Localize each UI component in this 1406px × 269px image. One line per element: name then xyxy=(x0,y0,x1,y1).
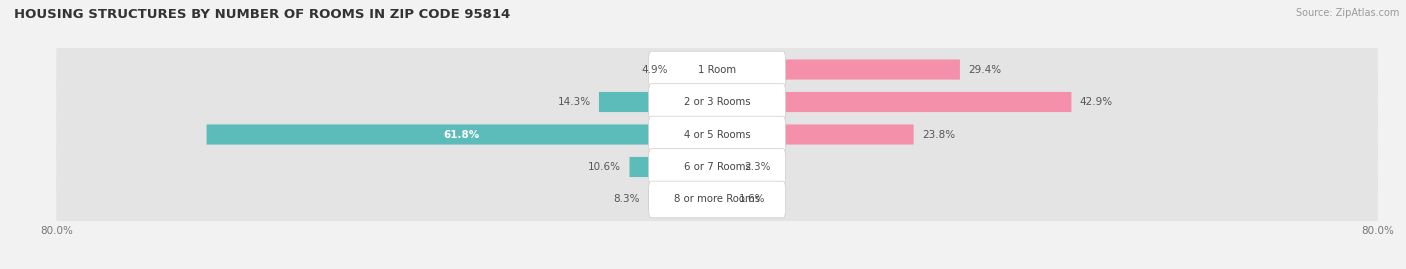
Text: 4.9%: 4.9% xyxy=(641,65,668,75)
Text: 61.8%: 61.8% xyxy=(444,129,479,140)
FancyBboxPatch shape xyxy=(648,149,786,185)
FancyBboxPatch shape xyxy=(56,104,1378,165)
FancyBboxPatch shape xyxy=(648,116,786,153)
Text: 23.8%: 23.8% xyxy=(922,129,955,140)
FancyBboxPatch shape xyxy=(717,92,1071,112)
Text: 29.4%: 29.4% xyxy=(969,65,1001,75)
FancyBboxPatch shape xyxy=(648,51,786,88)
Text: 8.3%: 8.3% xyxy=(614,194,640,204)
FancyBboxPatch shape xyxy=(717,125,914,144)
Text: 14.3%: 14.3% xyxy=(558,97,591,107)
Text: 1.6%: 1.6% xyxy=(738,194,765,204)
FancyBboxPatch shape xyxy=(648,181,786,218)
FancyBboxPatch shape xyxy=(630,157,717,177)
Text: 6 or 7 Rooms: 6 or 7 Rooms xyxy=(683,162,751,172)
Text: 2.3%: 2.3% xyxy=(744,162,770,172)
Text: 8 or more Rooms: 8 or more Rooms xyxy=(673,194,761,204)
FancyBboxPatch shape xyxy=(676,59,717,80)
FancyBboxPatch shape xyxy=(717,59,960,80)
FancyBboxPatch shape xyxy=(648,84,786,120)
Text: 10.6%: 10.6% xyxy=(588,162,621,172)
FancyBboxPatch shape xyxy=(207,125,717,144)
FancyBboxPatch shape xyxy=(648,189,717,210)
FancyBboxPatch shape xyxy=(56,137,1378,197)
FancyBboxPatch shape xyxy=(717,157,737,177)
FancyBboxPatch shape xyxy=(56,40,1378,100)
FancyBboxPatch shape xyxy=(717,189,730,210)
Text: 4 or 5 Rooms: 4 or 5 Rooms xyxy=(683,129,751,140)
Text: 2 or 3 Rooms: 2 or 3 Rooms xyxy=(683,97,751,107)
Text: HOUSING STRUCTURES BY NUMBER OF ROOMS IN ZIP CODE 95814: HOUSING STRUCTURES BY NUMBER OF ROOMS IN… xyxy=(14,8,510,21)
Text: Source: ZipAtlas.com: Source: ZipAtlas.com xyxy=(1295,8,1399,18)
FancyBboxPatch shape xyxy=(599,92,717,112)
Text: 1 Room: 1 Room xyxy=(697,65,737,75)
Text: 42.9%: 42.9% xyxy=(1080,97,1112,107)
FancyBboxPatch shape xyxy=(56,169,1378,229)
FancyBboxPatch shape xyxy=(56,72,1378,132)
